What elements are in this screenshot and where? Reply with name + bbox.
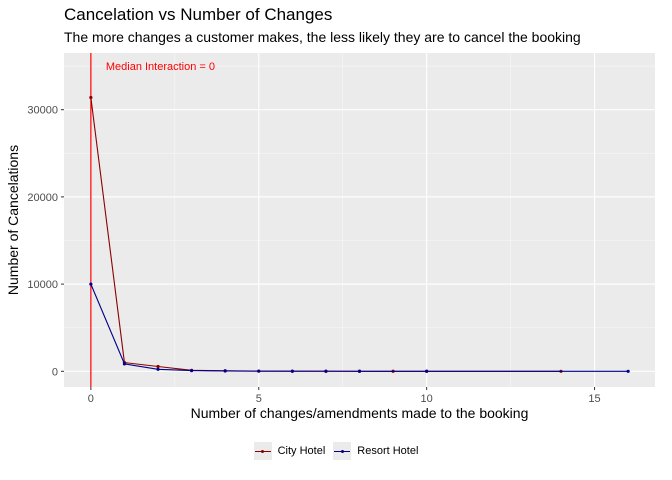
x-axis: 0 5 10 15 bbox=[88, 387, 601, 405]
data-point-resort-hotel bbox=[357, 369, 362, 373]
chart-subtitle: The more changes a customer makes, the l… bbox=[64, 29, 581, 45]
data-point-resort-hotel bbox=[626, 369, 630, 373]
grid-minor bbox=[64, 53, 655, 387]
series-layer bbox=[89, 95, 630, 373]
plot-panel bbox=[64, 53, 655, 387]
data-point-resort-hotel bbox=[122, 362, 127, 366]
legend: City Hotel Resort Hotel bbox=[0, 442, 672, 460]
y-tick-label: 30000 bbox=[27, 105, 58, 117]
data-point-resort-hotel bbox=[425, 369, 429, 373]
x-tick-label: 15 bbox=[588, 393, 600, 405]
legend-label-resort-hotel: Resort Hotel bbox=[357, 445, 419, 457]
data-point-resort-hotel bbox=[89, 282, 93, 286]
legend-item-resort-hotel: Resort Hotel bbox=[333, 442, 418, 460]
x-tick-label: 5 bbox=[256, 393, 262, 405]
chart-title: Cancelation vs Number of Changes bbox=[64, 5, 333, 24]
data-point-resort-hotel bbox=[190, 369, 194, 373]
legend-key-resort-hotel bbox=[333, 442, 352, 460]
data-point-resort-hotel bbox=[257, 369, 261, 373]
x-tick-label: 10 bbox=[421, 393, 433, 405]
data-point-city-hotel bbox=[89, 95, 93, 100]
x-tick-label: 0 bbox=[88, 393, 94, 405]
data-point-city-hotel bbox=[156, 364, 160, 369]
data-point-resort-hotel bbox=[290, 369, 294, 373]
y-tick-label: 0 bbox=[52, 366, 58, 378]
data-point-resort-hotel bbox=[223, 369, 227, 373]
y-tick-label: 10000 bbox=[27, 279, 58, 291]
legend-key-city-hotel bbox=[253, 442, 272, 460]
x-axis-label: Number of changes/amendments made to the… bbox=[191, 405, 529, 421]
legend-item-city-hotel: City Hotel bbox=[253, 442, 326, 460]
data-point-resort-hotel bbox=[324, 369, 328, 373]
y-axis-label: Number of Cancelations bbox=[5, 145, 21, 295]
median-line-layer: Median Interaction = 0 bbox=[90, 53, 215, 387]
y-axis: 0 10000 20000 30000 bbox=[27, 105, 64, 378]
y-tick-label: 20000 bbox=[27, 192, 58, 204]
data-point-resort-hotel bbox=[156, 367, 160, 371]
median-annotation: Median Interaction = 0 bbox=[106, 61, 215, 73]
legend-label-city-hotel: City Hotel bbox=[277, 445, 326, 457]
